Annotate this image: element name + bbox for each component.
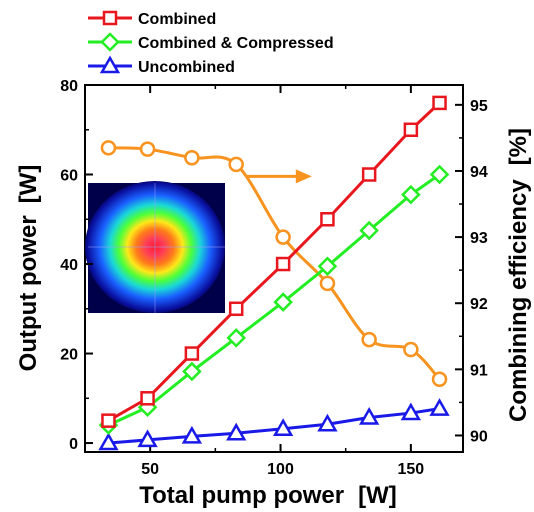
legend-item-uncombined: Uncombined — [88, 55, 235, 76]
data-point — [317, 413, 338, 432]
y2-axis-unit: [%] — [505, 128, 532, 165]
x-axis-label: Total pump power — [139, 482, 344, 509]
svg-text:Output power[W]: Output power [W] — [15, 165, 42, 372]
y2-tick-label: 90 — [470, 428, 488, 445]
legend: Combined Combined & Compressed Uncombined — [88, 10, 334, 76]
data-point — [140, 391, 155, 406]
data-point — [100, 140, 117, 156]
data-point — [361, 167, 377, 182]
legend-item-combined-compressed: Combined & Compressed — [88, 32, 334, 52]
x-axis-unit: [W] — [358, 482, 397, 509]
legend-marker — [100, 32, 120, 52]
data-point — [361, 331, 377, 348]
data-point — [432, 95, 447, 111]
data-point — [359, 220, 379, 241]
y-tick-label: 60 — [60, 168, 78, 185]
data-point — [403, 341, 419, 358]
series-efficiency — [100, 140, 448, 388]
data-point — [429, 164, 450, 185]
legend-label: Uncombined — [138, 59, 235, 76]
legend-marker — [99, 55, 121, 74]
data-point — [226, 328, 246, 348]
y2-tick-label: 94 — [470, 164, 488, 181]
y2-tick-label: 93 — [470, 230, 488, 247]
legend-label: Combined & Compressed — [138, 35, 334, 52]
svg-text:Total pump power[W]: Total pump power [W] — [139, 482, 397, 509]
data-point — [184, 346, 200, 361]
legend-item-combined: Combined — [88, 10, 216, 28]
arrow-head — [295, 169, 312, 184]
y2-tick-label: 92 — [470, 296, 488, 313]
y-tick-label: 80 — [60, 78, 78, 95]
x-tick-label: 150 — [398, 461, 425, 478]
y-axis-label: Output power — [15, 215, 42, 371]
legend-label: Combined — [138, 11, 216, 28]
x-tick-label: 50 — [141, 461, 159, 478]
y2-axis-title: Combining efficiency [%] — [505, 128, 532, 422]
data-point — [228, 301, 244, 317]
data-point — [139, 141, 156, 157]
data-point — [181, 425, 203, 444]
data-point — [431, 371, 448, 388]
y2-axis-label: Combining efficiency — [505, 179, 532, 422]
data-point — [400, 402, 422, 421]
efficiency-axis-arrow — [246, 169, 312, 184]
beam-profile-image — [85, 181, 225, 313]
series-line — [108, 407, 440, 445]
data-point — [182, 361, 202, 382]
y-tick-label: 0 — [69, 436, 78, 453]
y2-tick-label: 95 — [470, 98, 488, 115]
x-tick-label: 100 — [267, 461, 294, 478]
data-point — [98, 432, 119, 451]
y-axis-unit: [W] — [15, 165, 42, 204]
x-axis-title: Total pump power [W] — [139, 482, 397, 509]
legend-marker — [102, 10, 118, 26]
data-point — [319, 275, 336, 292]
data-point — [101, 413, 116, 428]
data-point — [358, 407, 380, 425]
data-point — [275, 229, 291, 245]
y2-tick-label: 91 — [470, 362, 488, 379]
data-point — [272, 418, 294, 436]
y-axis-title: Output power [W] — [15, 165, 42, 372]
series-uncombined — [98, 398, 450, 451]
axes: 50 100 150 0 20 40 60 80 90 91 92 93 94 95 — [60, 78, 488, 478]
svg-text:Combining efficiency[%]: Combining efficiency [%] — [505, 128, 532, 422]
data-point — [403, 122, 419, 138]
data-point — [226, 422, 247, 441]
data-point — [401, 184, 421, 205]
series-combined-compressed — [98, 164, 450, 435]
data-point — [184, 149, 200, 166]
data-point — [275, 256, 291, 272]
data-point — [429, 398, 450, 416]
y-tick-label: 20 — [60, 347, 78, 364]
y-tick-label: 40 — [60, 257, 78, 274]
data-point — [273, 292, 293, 312]
data-point — [317, 256, 338, 277]
plot-area-frame — [84, 84, 464, 453]
series-layer — [98, 95, 450, 451]
data-point — [137, 429, 158, 448]
data-point — [228, 156, 244, 173]
series-combined — [101, 95, 447, 428]
data-point — [320, 212, 335, 227]
